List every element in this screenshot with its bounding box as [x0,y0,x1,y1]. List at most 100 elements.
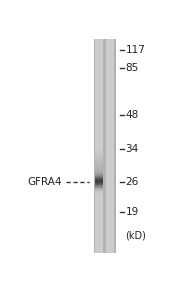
Bar [103,166,105,167]
Bar [94,185,105,186]
Bar [94,168,95,169]
Bar [94,123,105,124]
Bar [105,156,106,157]
Bar [94,70,105,71]
Bar [105,118,106,119]
Bar [94,77,105,78]
Bar [94,63,95,64]
Bar [114,236,115,237]
Bar [94,161,105,162]
Bar [105,169,106,170]
Bar [105,173,115,174]
Bar [94,141,105,142]
Bar [94,71,95,72]
Bar [103,200,105,201]
Bar [94,165,105,166]
Bar [94,170,95,171]
Bar [94,105,105,106]
Bar [94,225,105,226]
Bar [114,43,115,44]
Bar [94,138,95,139]
Bar [105,222,106,223]
Bar [105,133,115,134]
Bar [103,71,105,72]
Bar [114,210,115,211]
Bar [105,81,115,82]
Bar [105,207,106,208]
Bar [105,223,106,224]
Bar [94,54,105,55]
Bar [103,63,105,64]
Bar [94,145,95,146]
Bar [105,146,106,147]
Bar [94,198,95,199]
Bar [103,226,105,227]
Bar [105,43,106,44]
Bar [114,58,115,59]
Bar [114,80,115,81]
Bar [94,49,105,50]
Bar [94,70,95,71]
Bar [103,156,105,157]
Bar [94,96,105,97]
Bar [105,120,106,121]
Bar [105,130,115,131]
Bar [94,146,105,147]
Bar [94,204,105,205]
Bar [105,176,106,177]
Bar [114,81,115,82]
Bar [105,237,106,238]
Bar [103,64,105,65]
Bar [103,162,105,163]
Bar [94,210,105,211]
Bar [105,72,106,73]
Bar [105,143,106,144]
Bar [114,222,115,223]
Bar [94,222,105,223]
Bar [94,72,95,73]
Bar [103,61,105,62]
Bar [94,233,105,234]
Bar [114,179,115,180]
Bar [114,201,115,202]
Bar [103,215,105,216]
Bar [105,122,115,123]
Bar [94,231,95,232]
Bar [103,185,105,186]
Bar [105,204,106,205]
Bar [114,42,115,43]
Bar [94,89,105,90]
Bar [114,251,115,252]
Bar [105,235,115,236]
Bar [105,217,106,218]
Bar [103,178,105,179]
Bar [94,209,105,210]
Bar [103,202,105,203]
Bar [105,123,106,124]
Bar [94,174,105,175]
Bar [105,170,106,171]
Bar [105,43,115,44]
Bar [114,237,115,238]
Bar [94,244,95,245]
Bar [94,206,95,207]
Bar [105,78,115,79]
Bar [105,89,106,90]
Bar [105,241,106,242]
Bar [105,197,115,198]
Bar [94,64,105,65]
Bar [94,219,105,220]
Bar [103,122,105,123]
Bar [114,157,115,158]
Bar [105,134,115,135]
Bar [94,84,105,85]
Bar [105,112,115,113]
Bar [105,98,106,99]
Bar [105,234,106,235]
Bar [105,140,115,141]
Bar [94,180,95,181]
Bar [103,247,105,248]
Bar [114,53,115,54]
Bar [105,149,106,150]
Bar [103,84,105,85]
